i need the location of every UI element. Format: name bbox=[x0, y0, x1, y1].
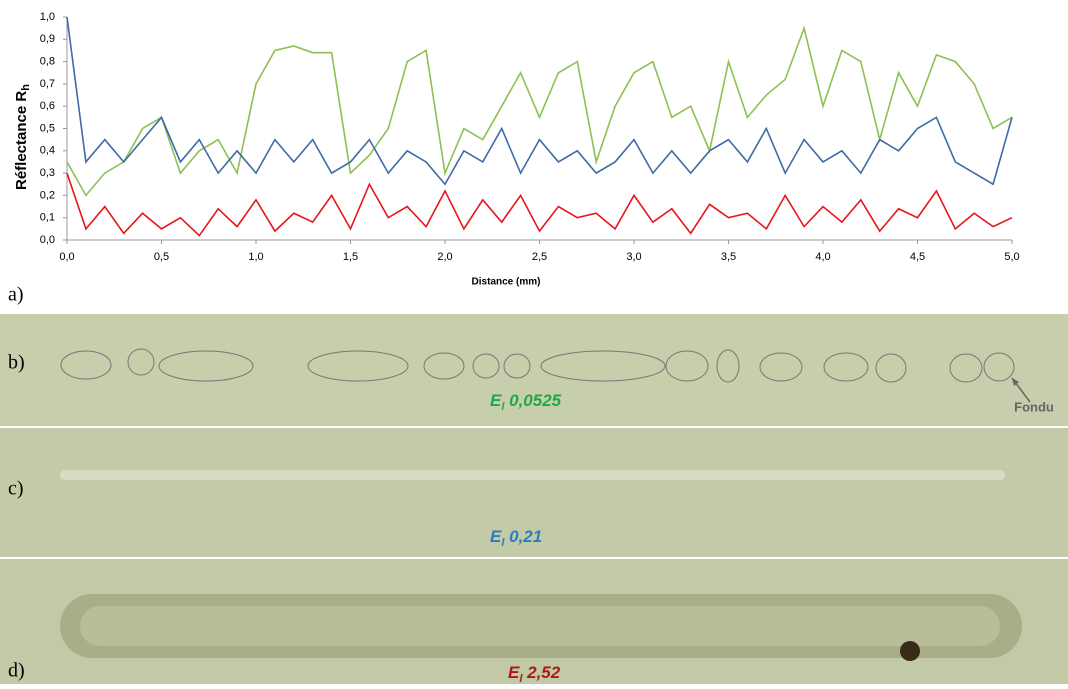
y-tick-label: 0,4 bbox=[40, 145, 55, 157]
x-tick-label: 3,5 bbox=[721, 251, 736, 263]
fondu-label: Fondu bbox=[1014, 399, 1054, 414]
x-tick-label: 5,0 bbox=[1004, 251, 1019, 263]
panel-label: a) bbox=[8, 284, 24, 306]
y-tick-label: 0,0 bbox=[40, 234, 55, 246]
separator bbox=[0, 557, 1068, 559]
x-tick-label: 1,0 bbox=[248, 251, 263, 263]
y-tick-label: 1,0 bbox=[40, 11, 55, 23]
panel-label: c) bbox=[8, 478, 24, 500]
x-tick-label: 2,5 bbox=[532, 251, 547, 263]
melt-core-d bbox=[80, 606, 1000, 646]
y-tick-label: 0,5 bbox=[40, 122, 55, 134]
series-line bbox=[66, 172, 1013, 237]
photo-c bbox=[0, 428, 1068, 557]
photo-b bbox=[0, 314, 1068, 426]
x-tick-label: 4,0 bbox=[815, 251, 830, 263]
x-tick-label: 3,0 bbox=[626, 251, 641, 263]
series-line bbox=[66, 16, 1013, 186]
y-tick-label: 0,3 bbox=[40, 167, 55, 179]
separator bbox=[0, 426, 1068, 428]
y-tick-label: 0,6 bbox=[40, 100, 55, 112]
y-tick-label: 0,9 bbox=[40, 33, 55, 45]
x-tick-label: 0,5 bbox=[154, 251, 169, 263]
x-axis-label: Distance (mm) bbox=[472, 277, 541, 288]
melt-marks bbox=[60, 348, 1015, 383]
energy-label: El 2,52 bbox=[508, 663, 561, 684]
y-axis-label: Réflectance Rh bbox=[13, 84, 32, 190]
arrow-head bbox=[1012, 378, 1019, 386]
y-tick-label: 0,8 bbox=[40, 56, 55, 68]
x-tick-label: 0,0 bbox=[59, 251, 74, 263]
panel-label: d) bbox=[8, 660, 25, 682]
x-tick-label: 4,5 bbox=[910, 251, 925, 263]
y-tick-label: 0,1 bbox=[40, 212, 55, 224]
y-tick-label: 0,2 bbox=[40, 189, 55, 201]
series-line bbox=[66, 25, 1013, 197]
energy-label: El 0,0525 bbox=[490, 391, 562, 412]
melt-track-c bbox=[60, 470, 1005, 480]
pore bbox=[900, 641, 920, 661]
energy-label: El 0,21 bbox=[490, 527, 542, 548]
x-tick-label: 2,0 bbox=[437, 251, 452, 263]
panel-label: b) bbox=[8, 352, 25, 374]
y-tick-label: 0,7 bbox=[40, 78, 55, 90]
x-tick-label: 1,5 bbox=[343, 251, 358, 263]
